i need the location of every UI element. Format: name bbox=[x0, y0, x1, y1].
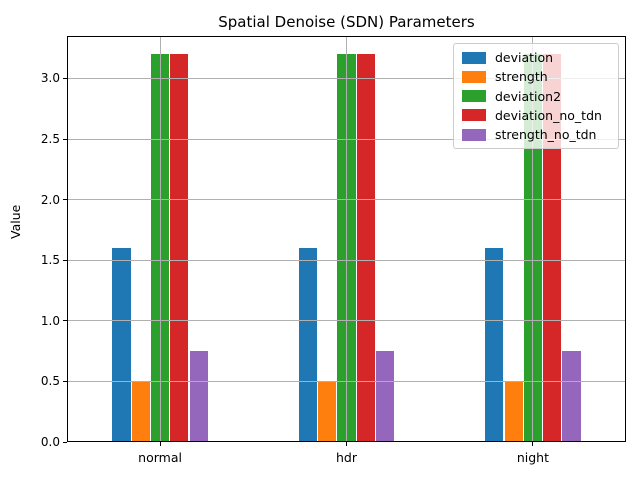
y-tick-mark bbox=[63, 77, 67, 79]
x-tick-label: normal bbox=[138, 450, 182, 465]
legend: deviation strength deviation2 deviation_no_… bbox=[453, 43, 619, 149]
legend-item-deviation: deviation bbox=[462, 49, 610, 66]
y-tick-label: 0.0 bbox=[40, 435, 60, 449]
y-tick-label: 2.0 bbox=[40, 192, 60, 207]
y-tick-mark bbox=[63, 380, 67, 382]
x-tick-label: hdr bbox=[336, 450, 357, 465]
x-tick-label: night bbox=[516, 450, 549, 465]
bar-deviation_no_tdn-normal bbox=[170, 54, 189, 442]
legend-label: deviation_no_tdn bbox=[495, 107, 602, 123]
v-gridline bbox=[532, 36, 534, 442]
bar-strength-night bbox=[504, 381, 523, 442]
legend-item-deviation_no_tdn: deviation_no_tdn bbox=[462, 107, 610, 124]
legend-item-strength_no_tdn: strength_no_tdn bbox=[462, 126, 610, 143]
bar-deviation-hdr bbox=[298, 248, 317, 442]
v-gridline bbox=[346, 36, 347, 442]
bar-strength_no_tdn-hdr bbox=[376, 351, 395, 442]
legend-label: strength_no_tdn bbox=[495, 127, 597, 142]
bar-strength-hdr bbox=[318, 381, 337, 442]
bar-strength-normal bbox=[131, 381, 150, 442]
bar-strength_no_tdn-normal bbox=[189, 351, 208, 442]
legend-item-deviation2: deviation2 bbox=[462, 88, 610, 105]
y-tick-label: 1.0 bbox=[40, 313, 60, 328]
x-tick-mark bbox=[159, 442, 161, 446]
legend-swatch-strength_no_tdn bbox=[462, 128, 486, 141]
v-gridline bbox=[159, 36, 161, 442]
x-tick-mark bbox=[346, 442, 347, 446]
legend-label: strength bbox=[495, 69, 548, 85]
legend-swatch-deviation_no_tdn bbox=[462, 109, 486, 122]
y-tick-label: 1.5 bbox=[40, 253, 60, 268]
legend-item-strength: strength bbox=[462, 68, 610, 85]
bar-deviation_no_tdn-hdr bbox=[356, 54, 375, 442]
legend-label: deviation2 bbox=[495, 88, 562, 104]
bar-deviation-night bbox=[485, 248, 504, 442]
y-tick-mark bbox=[63, 138, 67, 140]
bar-strength_no_tdn-night bbox=[562, 351, 581, 442]
y-tick-mark bbox=[63, 441, 67, 443]
y-tick-label: 3.0 bbox=[40, 71, 60, 86]
bar-deviation-normal bbox=[112, 248, 131, 442]
y-tick-label: 0.5 bbox=[40, 374, 60, 389]
legend-swatch-deviation bbox=[462, 51, 486, 64]
chart-title: Spatial Denoise (SDN) Parameters bbox=[218, 13, 475, 31]
y-tick-label: 2.5 bbox=[40, 132, 60, 146]
y-tick-mark bbox=[63, 259, 67, 261]
legend-swatch-deviation2 bbox=[462, 90, 486, 102]
y-tick-mark bbox=[63, 199, 67, 201]
x-tick-mark bbox=[532, 442, 534, 446]
legend-swatch-strength bbox=[462, 70, 486, 83]
legend-label: deviation bbox=[495, 50, 554, 65]
bar-deviation_no_tdn-night bbox=[543, 54, 562, 442]
y-tick-mark bbox=[63, 320, 67, 322]
